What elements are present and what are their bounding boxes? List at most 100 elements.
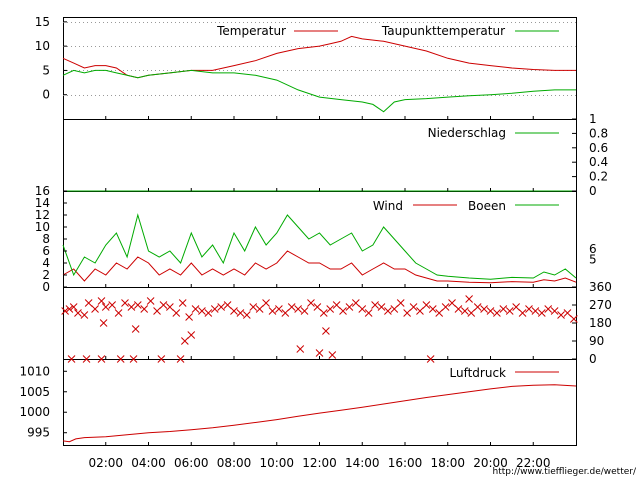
wind-direction-point: [176, 355, 185, 363]
y-tick-label: 0.2: [589, 170, 608, 184]
wind-direction-point: [563, 309, 572, 317]
y-tick-label: 360: [589, 280, 612, 294]
wind-direction-point: [187, 331, 196, 339]
x-tick-label: 18:00: [430, 456, 465, 470]
x-tick-label: 16:00: [388, 456, 423, 470]
wind-direction-point: [268, 307, 277, 315]
wind-direction-point: [210, 305, 219, 313]
wind-direction-point: [91, 305, 99, 313]
wind-direction-point: [129, 355, 138, 363]
y-tick-label: 10: [35, 220, 50, 234]
wind-direction-point: [339, 307, 347, 315]
y-tick-label: 1000: [19, 405, 50, 419]
wind-direction-point: [185, 313, 193, 321]
wind-direction-point: [69, 303, 78, 311]
wind-direction-point: [428, 305, 437, 313]
x-tick-label: 22:00: [516, 456, 551, 470]
series-line-boeen: [62, 213, 577, 280]
wind-direction-point: [217, 303, 226, 311]
y-tick-label: 1005: [19, 385, 50, 399]
wind-direction-point: [570, 315, 578, 323]
wind-direction-point: [486, 307, 495, 315]
wind-direction-point: [426, 355, 435, 363]
wind-direction-point: [281, 309, 290, 317]
wind-direction-point: [74, 309, 82, 317]
wind-direction-point: [358, 305, 367, 313]
wind-direction-point: [101, 303, 110, 311]
y-tick-label: 16: [35, 184, 50, 198]
wind-direction-point: [223, 301, 232, 309]
wind-direction-point: [435, 309, 444, 317]
wind-direction-point: [108, 301, 117, 309]
wind-direction-point: [364, 309, 373, 317]
wind-direction-point: [140, 305, 149, 313]
wind-direction-point: [550, 307, 559, 315]
wind-direction-point: [296, 345, 305, 353]
y-tick-label: 14: [35, 196, 50, 210]
y-tick-label: 0: [589, 352, 597, 366]
legend-label-temperatur: Temperatur: [216, 24, 286, 38]
wind-direction-point: [499, 305, 508, 313]
wind-direction-point: [351, 299, 360, 307]
wind-direction-point: [409, 303, 418, 311]
series-line-luftdruck: [62, 384, 577, 443]
y-tick-label: 6: [42, 244, 50, 258]
wind-direction-point: [180, 337, 189, 345]
y-tick-label: 180: [589, 316, 612, 330]
wind-direction-point: [61, 307, 69, 315]
wind-direction-point: [313, 303, 322, 311]
wind-direction-point: [544, 305, 553, 313]
wind-direction-point: [166, 303, 174, 311]
y-tick-label: 0.8: [589, 126, 608, 140]
wind-direction-point: [384, 307, 392, 315]
wind-direction-point: [525, 305, 533, 313]
legend-label-niederschlag: Niederschlag: [428, 126, 506, 140]
wind-direction-point: [249, 303, 258, 311]
y-tick-label: 10: [35, 39, 50, 53]
pressure-panel-frame: [63, 359, 577, 446]
wind-direction-point: [377, 303, 386, 311]
x-tick-label: 14:00: [345, 456, 380, 470]
wind-direction-point: [557, 311, 565, 319]
wind-direction-point: [65, 305, 74, 313]
wind-direction-point: [287, 303, 296, 311]
wind-direction-point: [99, 319, 108, 327]
wind-direction-point: [441, 303, 450, 311]
y-tick-label: 0: [42, 280, 50, 294]
wind-direction-point: [467, 309, 476, 317]
legend-precipitation: Niederschlag: [428, 126, 559, 140]
wind-direction-point: [326, 305, 335, 313]
wind-direction-point: [518, 309, 527, 317]
wind-direction-point: [236, 309, 245, 317]
y-tick-label: 1: [589, 112, 597, 126]
wind-direction-point: [537, 309, 546, 317]
wind-direction-point: [328, 351, 337, 359]
y-tick-label: 995: [27, 426, 50, 440]
wind-direction-point: [332, 301, 341, 309]
y-tick-label: 15: [35, 15, 50, 29]
y-tick-label: 4: [42, 256, 50, 270]
wind-direction-point: [319, 309, 328, 317]
wind-direction-point: [422, 301, 431, 309]
series-layer: [61, 35, 578, 443]
series-line-wind: [62, 250, 577, 284]
wind-direction-point: [157, 355, 166, 363]
wind-direction-point: [315, 349, 324, 357]
x-tick-label: 12:00: [302, 456, 337, 470]
y-tick-label-right: 6: [589, 242, 597, 256]
x-tick-label: 02:00: [88, 456, 123, 470]
wind-direction-point: [127, 303, 136, 311]
y-tick-label: 0: [589, 184, 597, 198]
wind-direction-point: [84, 299, 93, 307]
wind-direction-point: [80, 311, 89, 319]
wind-direction-point: [159, 301, 168, 309]
series-line-temperatur: [62, 35, 576, 79]
wind-direction-point: [493, 309, 501, 317]
wind-direction-point: [454, 305, 463, 313]
legend-label-wind: Wind: [373, 199, 403, 213]
wind-direction-point: [67, 355, 76, 363]
y-tick-label-right: 5: [589, 252, 597, 266]
wind-direction-point: [121, 299, 129, 307]
y-tick-label: 12: [35, 208, 50, 222]
